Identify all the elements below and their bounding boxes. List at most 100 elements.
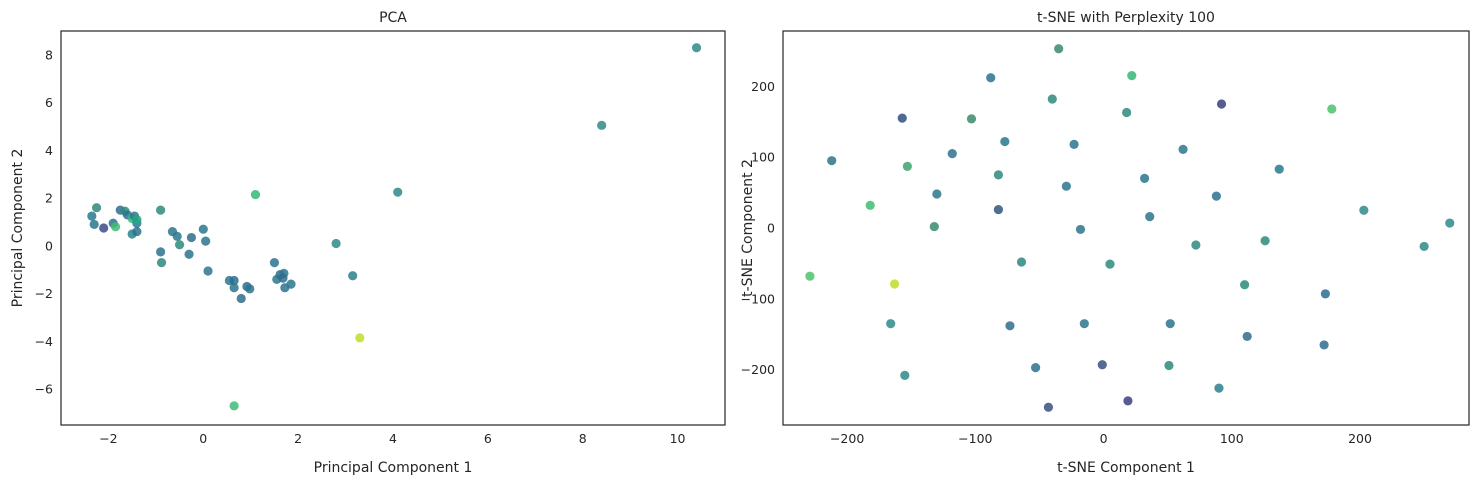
- pca-scatter-point: [286, 279, 296, 289]
- pca-scatter-point: [331, 238, 341, 249]
- pca-scatter-point: [172, 231, 182, 241]
- tsne-scatter-point: [1079, 319, 1089, 329]
- tsne-scatter-point: [1242, 331, 1252, 342]
- pca-x-axis-label: Principal Component 1: [314, 460, 473, 476]
- tsne-scatter-point: [889, 279, 900, 289]
- pca-scatter-point: [132, 226, 142, 237]
- pca-x-tick-label: 6: [484, 431, 492, 446]
- pca-scatter-point: [229, 283, 239, 293]
- pca-scatter-point: [245, 284, 255, 294]
- pca-x-tick-label: 10: [670, 431, 686, 446]
- tsne-scatter-point: [897, 113, 907, 123]
- pca-y-tick-label: −6: [35, 382, 53, 397]
- tsne-title: t-SNE with Perplexity 100: [1037, 10, 1215, 26]
- tsne-x-tick-label: −200: [830, 431, 864, 446]
- tsne-y-tick-label: −200: [741, 362, 775, 377]
- pca-title: PCA: [379, 10, 407, 26]
- tsne-scatter-point: [993, 170, 1004, 180]
- pca-scatter-point: [597, 120, 607, 130]
- tsne-scatter-point: [1359, 205, 1369, 215]
- pca-x-tick-label: −2: [99, 431, 117, 446]
- tsne-plot-frame: [782, 30, 1470, 426]
- pca-scatter-point: [250, 189, 261, 200]
- pca-x-tick-label: 2: [294, 431, 302, 446]
- pca-scatter-point: [91, 203, 102, 213]
- pca-y-axis-label: Principal Component 2: [10, 149, 26, 308]
- tsne-scatter-point: [1214, 383, 1224, 393]
- pca-scatter-point: [201, 236, 211, 246]
- pca-scatter-point: [184, 249, 194, 259]
- tsne-scatter-point: [1043, 402, 1054, 412]
- tsne-scatter-point: [929, 221, 939, 232]
- tsne-scatter-point: [805, 271, 815, 281]
- tsne-scatter-point: [886, 319, 896, 329]
- tsne-x-axis-label: t-SNE Component 1: [1057, 460, 1195, 476]
- pca-scatter-point: [691, 43, 702, 53]
- pca-x-tick-label: 0: [199, 431, 207, 446]
- pca-y-tick-label: 6: [45, 95, 53, 110]
- pca-scatter-point: [229, 275, 239, 286]
- tsne-scatter-point: [1216, 99, 1227, 109]
- tsne-y-tick-label: 200: [751, 79, 775, 94]
- tsne-scatter-point: [865, 200, 875, 210]
- tsne-scatter-point: [1047, 94, 1057, 104]
- pca-y-tick-label: 2: [45, 191, 53, 206]
- tsne-scatter-point: [1211, 191, 1221, 201]
- tsne-scatter-point: [1260, 236, 1270, 246]
- tsne-scatter-point: [827, 156, 837, 166]
- pca-panel: PCA −2 0 2 4 6 8 10 −6 −4 −2 0 2 4 6 8 Principal Compo…: [10, 10, 726, 476]
- tsne-y-tick-label: 100: [751, 150, 775, 165]
- tsne-panel: t-SNE with Perplexity 100 −200 −100 0 100 20…: [740, 10, 1470, 476]
- pca-scatter-point: [198, 224, 208, 234]
- tsne-scatter-point: [1320, 289, 1330, 299]
- pca-plot-frame: [60, 30, 726, 426]
- pca-x-tick-label: 8: [579, 431, 587, 446]
- pca-scatter-point: [236, 293, 246, 304]
- tsne-scatter-point: [1164, 360, 1174, 371]
- pca-scatter-point: [203, 266, 213, 276]
- tsne-scatter-point: [1127, 71, 1137, 81]
- pca-scatter-point: [110, 222, 121, 232]
- tsne-scatter-point: [1139, 173, 1150, 183]
- tsne-scatter-point: [1145, 212, 1155, 222]
- pca-y-tick-label: 8: [45, 47, 53, 62]
- tsne-scatter-point: [986, 73, 996, 83]
- pca-y-tick-label: 0: [45, 238, 53, 253]
- tsne-scatter-point: [1061, 181, 1071, 191]
- tsne-scatter-point: [1016, 257, 1027, 267]
- pca-x-tick-label: 4: [389, 431, 397, 446]
- tsne-scatter-point: [1327, 104, 1337, 114]
- tsne-scatter-point: [1178, 144, 1188, 154]
- tsne-scatter-point: [932, 189, 942, 199]
- tsne-scatter-point: [1105, 259, 1115, 269]
- tsne-scatter-point: [1123, 396, 1133, 406]
- pca-y-tick-label: 4: [45, 143, 53, 158]
- tsne-scatter-point: [947, 148, 957, 159]
- pca-scatter-point: [132, 215, 142, 225]
- tsne-scatter-point: [1031, 363, 1041, 373]
- pca-scatter-point: [269, 258, 280, 268]
- pca-scatter-point: [348, 271, 358, 281]
- pca-scatter-point: [229, 401, 239, 411]
- tsne-scatter-point: [1274, 164, 1284, 174]
- tsne-scatter-point: [902, 161, 912, 171]
- pca-scatter-point: [87, 211, 97, 221]
- pca-scatter-point: [278, 273, 288, 283]
- pca-scatter-point: [89, 219, 99, 230]
- tsne-scatter-point: [1122, 107, 1132, 118]
- tsne-scatter-point: [1240, 280, 1250, 290]
- tsne-scatter-point: [1419, 241, 1429, 252]
- tsne-scatter-point: [900, 370, 910, 380]
- pca-y-tick-label: −4: [35, 334, 53, 349]
- pca-scatter-point: [393, 187, 403, 197]
- tsne-scatter-point: [1054, 44, 1064, 54]
- tsne-scatter-point: [993, 204, 1004, 215]
- pca-scatter-point: [156, 205, 166, 215]
- tsne-scatter-point: [1097, 360, 1107, 370]
- tsne-x-tick-label: 200: [1348, 431, 1372, 446]
- tsne-scatter-point: [1075, 224, 1086, 235]
- tsne-x-tick-label: 100: [1220, 431, 1244, 446]
- tsne-y-axis-label: t-SNE Component 2: [740, 159, 756, 297]
- tsne-scatter-point: [966, 114, 977, 124]
